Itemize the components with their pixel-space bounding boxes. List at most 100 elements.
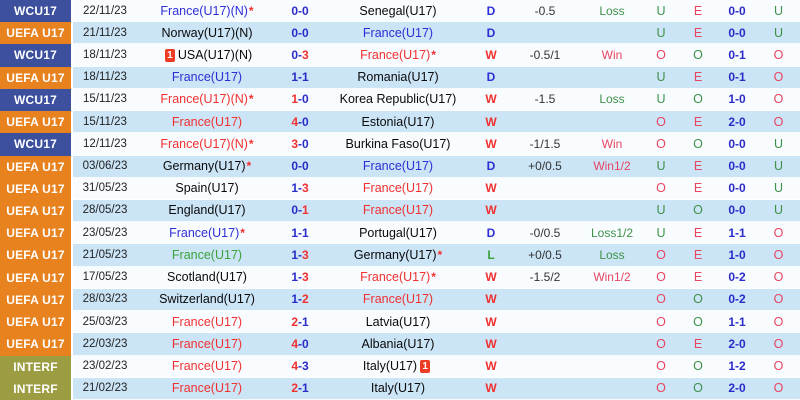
home-team[interactable]: France(U17) xyxy=(137,66,277,89)
match-row[interactable]: UEFA U17 21/05/23 France(U17) 1-3 Germany(U1… xyxy=(0,244,800,267)
away-team[interactable]: France(U17) * xyxy=(323,44,473,67)
match-date: 18/11/23 xyxy=(73,44,137,67)
home-team[interactable]: France(U17) xyxy=(137,111,277,134)
match-row[interactable]: UEFA U17 22/03/23 France(U17) 4-0 Albania(U1… xyxy=(0,333,800,356)
full-time-score: 2-1 xyxy=(277,377,323,400)
match-row[interactable]: UEFA U17 25/03/23 France(U17) 2-1 Latvia(U17… xyxy=(0,311,800,334)
away-team[interactable]: Korea Republic(U17) xyxy=(323,88,473,112)
home-team[interactable]: France(U17)(N) * xyxy=(137,88,277,112)
home-team[interactable]: France(U17)(N) * xyxy=(137,133,277,156)
match-date: 23/05/23 xyxy=(73,222,137,245)
odd-even-indicator: E xyxy=(679,244,717,267)
away-team[interactable]: Burkina Faso(U17) xyxy=(323,133,473,156)
over-under-ft: O xyxy=(643,244,679,267)
score-dash: - xyxy=(298,336,302,351)
match-row[interactable]: WCU17 15/11/23 France(U17)(N) * 1-0 Korea Rep… xyxy=(0,88,800,112)
match-row[interactable]: UEFA U17 21/11/23 Norway(U17)(N) 0-0 France(… xyxy=(0,22,800,45)
over-under-ht: U xyxy=(757,177,800,200)
match-row[interactable]: UEFA U17 23/05/23 France(U17) * 1-1 Portugal(… xyxy=(0,222,800,245)
match-row[interactable]: WCU17 18/11/23 1 USA(U17)(N) 0-3 France(U17) *… xyxy=(0,44,800,67)
match-row[interactable]: UEFA U17 18/11/23 France(U17) 1-1 Romania(U1… xyxy=(0,66,800,89)
result-letter: W xyxy=(473,133,509,156)
half-time-score: 0-0 xyxy=(717,199,757,223)
away-team[interactable]: France(U17) xyxy=(323,155,473,178)
away-team[interactable]: Estonia(U17) xyxy=(323,111,473,134)
match-row[interactable]: UEFA U17 17/05/23 Scotland(U17) 1-3 France(U… xyxy=(0,266,800,289)
away-goals: 1 xyxy=(302,70,309,85)
asian-handicap xyxy=(509,311,581,334)
over-under-ft: O xyxy=(643,133,679,156)
away-team-name: France(U17) xyxy=(360,47,431,62)
away-team-name: France(U17) xyxy=(362,203,434,218)
away-goals: 3 xyxy=(302,359,309,373)
home-goals: 3 xyxy=(291,136,298,151)
score-dash: - xyxy=(298,47,302,62)
match-row[interactable]: UEFA U17 03/06/23 Germany(U17) * 0-0 France(U… xyxy=(0,155,800,178)
match-date: 25/03/23 xyxy=(73,311,137,334)
away-team[interactable]: France(U17) xyxy=(323,177,473,200)
match-row[interactable]: UEFA U17 28/05/23 England(U17) 0-1 France(U1… xyxy=(0,199,800,223)
asterisk-marker: * xyxy=(437,247,443,262)
away-team[interactable]: France(U17) xyxy=(323,22,473,45)
home-team[interactable]: Norway(U17)(N) xyxy=(137,22,277,45)
over-under-ft: O xyxy=(643,355,679,378)
asian-handicap: -1/1.5 xyxy=(509,133,581,156)
score-dash: - xyxy=(298,359,302,373)
match-row[interactable]: UEFA U17 28/03/23 Switzerland(U17) 1-2 Franc… xyxy=(0,288,800,312)
away-team[interactable]: Romania(U17) xyxy=(323,66,473,89)
over-under-ht: O xyxy=(757,288,800,312)
home-team[interactable]: France(U17) xyxy=(137,333,277,356)
home-team-name: Scotland(U17) xyxy=(167,270,247,285)
odd-even-indicator: O xyxy=(679,133,717,156)
odd-even-indicator: O xyxy=(679,88,717,112)
full-time-score: 1-3 xyxy=(277,266,323,289)
result-letter: D xyxy=(473,155,509,178)
home-goals: 0 xyxy=(291,159,298,174)
match-row[interactable]: WCU17 12/11/23 France(U17)(N) * 3-0 Burkina F… xyxy=(0,133,800,156)
away-team[interactable]: Senegal(U17) xyxy=(323,0,473,23)
match-row[interactable]: INTERF 23/02/23 France(U17) 4-3 Italy(U17) 1 W… xyxy=(0,355,800,378)
home-team[interactable]: 1 USA(U17)(N) xyxy=(137,44,277,67)
home-goals: 1 xyxy=(291,270,298,285)
odd-even-indicator: O xyxy=(679,44,717,67)
home-team[interactable]: France(U17) * xyxy=(137,222,277,245)
match-row[interactable]: INTERF 21/02/23 France(U17) 2-1 Italy(U17) W O… xyxy=(0,377,800,400)
match-row[interactable]: UEFA U17 31/05/23 Spain(U17) 1-3 France(U17)… xyxy=(0,177,800,200)
competition-badge: UEFA U17 xyxy=(0,222,73,245)
home-team[interactable]: Switzerland(U17) xyxy=(137,288,277,312)
over-under-ht: U xyxy=(757,199,800,223)
away-team[interactable]: Portugal(U17) xyxy=(323,222,473,245)
score-dash: - xyxy=(298,25,302,40)
competition-badge: UEFA U17 xyxy=(0,266,73,289)
over-under-ft: U xyxy=(643,155,679,178)
competition-badge: UEFA U17 xyxy=(0,22,73,45)
away-team[interactable]: Albania(U17) xyxy=(323,333,473,356)
red-card-icon: 1 xyxy=(164,48,175,62)
home-team[interactable]: France(U17) xyxy=(137,244,277,267)
over-under-ft: O xyxy=(643,288,679,312)
match-row[interactable]: UEFA U17 15/11/23 France(U17) 4-0 Estonia(U1… xyxy=(0,111,800,134)
away-team[interactable]: France(U17) xyxy=(323,288,473,312)
away-team[interactable]: Italy(U17) 1 xyxy=(323,355,473,378)
match-row[interactable]: WCU17 22/11/23 France(U17)(N) * 0-0 Senegal(U… xyxy=(0,0,800,23)
home-team[interactable]: England(U17) xyxy=(137,199,277,223)
away-team[interactable]: France(U17) * xyxy=(323,266,473,289)
away-team-name: Latvia(U17) xyxy=(365,314,431,329)
match-date: 21/11/23 xyxy=(73,22,137,45)
asterisk-marker: * xyxy=(248,3,254,18)
result-letter: W xyxy=(473,377,509,400)
away-team-name: Italy(U17) xyxy=(362,359,418,373)
home-team[interactable]: Scotland(U17) xyxy=(137,266,277,289)
away-team[interactable]: France(U17) xyxy=(323,199,473,223)
away-team[interactable]: Latvia(U17) xyxy=(323,311,473,334)
home-team[interactable]: France(U17) xyxy=(137,377,277,400)
home-team[interactable]: Spain(U17) xyxy=(137,177,277,200)
away-team[interactable]: Germany(U17) * xyxy=(323,244,473,267)
home-team[interactable]: France(U17) xyxy=(137,311,277,334)
away-team[interactable]: Italy(U17) xyxy=(323,377,473,400)
home-team[interactable]: Germany(U17) * xyxy=(137,155,277,178)
home-team[interactable]: France(U17) xyxy=(137,355,277,378)
asian-handicap xyxy=(509,177,581,200)
home-goals: 1 xyxy=(291,70,298,85)
home-team[interactable]: France(U17)(N) * xyxy=(137,0,277,23)
